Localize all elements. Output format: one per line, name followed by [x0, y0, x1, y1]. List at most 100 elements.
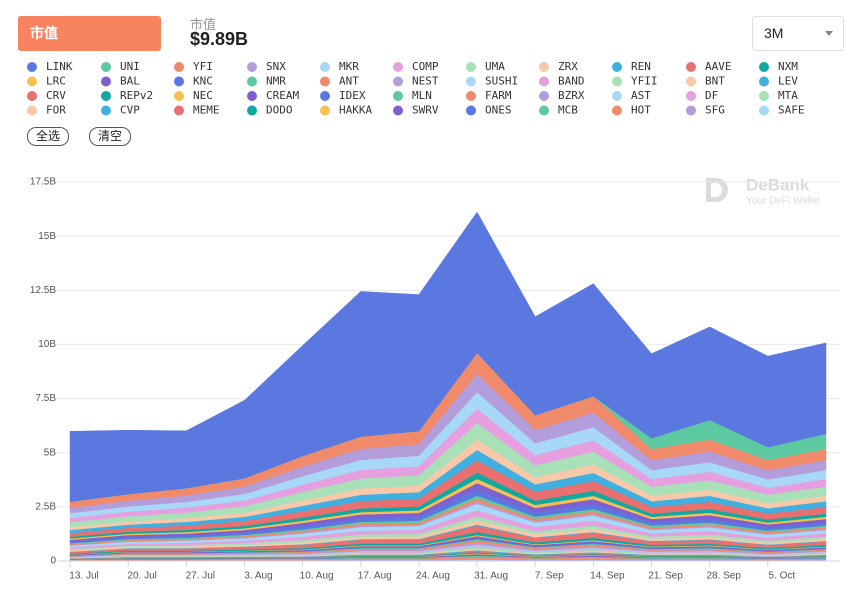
legend-item[interactable]: DODO	[247, 104, 293, 117]
area	[69, 478, 827, 541]
legend-item[interactable]: LINK	[27, 60, 73, 73]
legend-item[interactable]: ZRX	[539, 60, 578, 73]
legend-label: SNX	[266, 60, 286, 73]
legend-item[interactable]: MKR	[320, 60, 359, 73]
area	[69, 524, 827, 553]
legend-item[interactable]: DF	[686, 89, 718, 102]
area	[69, 559, 827, 562]
select-all-button[interactable]: 全选	[27, 127, 70, 146]
legend-label: HAKKA	[339, 104, 372, 117]
x-tick-label: 21. Sep	[648, 571, 683, 582]
range-select[interactable]: 3M	[752, 16, 844, 51]
legend-swatch	[247, 91, 257, 101]
metric-label: 市值	[190, 17, 217, 32]
legend-item[interactable]: REPv2	[101, 89, 153, 102]
area	[69, 408, 827, 523]
y-tick-label: 17.5B	[30, 177, 56, 188]
legend-item[interactable]: MEME	[174, 104, 220, 117]
legend-item[interactable]: YFI	[174, 60, 213, 73]
legend-swatch	[393, 76, 403, 87]
legend-item[interactable]: KNC	[174, 75, 213, 88]
y-tick-label: 5B	[44, 447, 57, 458]
legend-swatch	[320, 105, 330, 116]
legend-swatch	[539, 76, 549, 87]
legend-item[interactable]: AAVE	[686, 60, 732, 73]
metric-value: $9.89B	[190, 29, 249, 49]
x-tick-label: 17. Aug	[358, 571, 392, 582]
legend-item[interactable]: LEV	[759, 75, 798, 88]
area	[69, 534, 827, 555]
legend-swatch	[393, 91, 403, 101]
x-tick-label: 27. Jul	[186, 571, 215, 582]
legend-item[interactable]: NEST	[393, 75, 439, 88]
legend-label: NEST	[412, 75, 439, 88]
area	[69, 558, 827, 562]
legend-item[interactable]: AST	[612, 89, 651, 102]
x-tick-label: 3. Aug	[244, 571, 272, 582]
legend-label: BZRX	[558, 89, 585, 102]
x-tick-label: 5. Oct	[769, 571, 796, 582]
legend-item[interactable]: NEC	[174, 89, 213, 102]
legend-item[interactable]: UNI	[101, 60, 140, 73]
legend-item[interactable]: FARM	[466, 89, 512, 102]
legend-item[interactable]: CREAM	[247, 89, 299, 102]
legend-item[interactable]: NMR	[247, 75, 286, 88]
legend-label: ZRX	[558, 60, 578, 73]
legend-label: MCB	[558, 104, 578, 117]
range-value: 3M	[764, 25, 784, 41]
legend-item[interactable]: IDEX	[320, 89, 366, 102]
legend-item[interactable]: MLN	[393, 89, 432, 102]
metric-tab[interactable]: 市值	[18, 16, 161, 51]
legend-item[interactable]: ONES	[466, 104, 512, 117]
area	[69, 498, 827, 546]
legend-swatch	[466, 105, 476, 116]
area	[69, 211, 827, 502]
legend-item[interactable]: SWRV	[393, 104, 439, 117]
legend-swatch	[686, 62, 696, 72]
clear-button[interactable]: 清空	[89, 127, 132, 146]
legend-swatch	[27, 105, 37, 116]
legend-item[interactable]: LRC	[27, 75, 66, 88]
legend-item[interactable]: SFG	[686, 104, 725, 117]
legend-item[interactable]: YFII	[612, 75, 658, 88]
legend-item[interactable]: ANT	[320, 75, 359, 88]
legend-item[interactable]: FOR	[27, 104, 66, 117]
legend-item[interactable]: NXM	[759, 60, 798, 73]
legend-item[interactable]: SUSHI	[466, 75, 518, 88]
legend-swatch	[612, 76, 622, 87]
legend-label: MKR	[339, 60, 359, 73]
legend-item[interactable]: REN	[612, 60, 651, 73]
area	[69, 545, 827, 558]
legend-item[interactable]: UMA	[466, 60, 505, 73]
legend-label: KNC	[193, 75, 213, 88]
legend-item[interactable]: HAKKA	[320, 104, 372, 117]
legend-swatch	[247, 105, 257, 116]
y-tick-label: 15B	[38, 231, 56, 242]
legend-item[interactable]: BAND	[539, 75, 585, 88]
legend-label: SAFE	[778, 104, 805, 117]
x-tick-label: 13. Jul	[69, 571, 98, 582]
caret	[825, 31, 833, 36]
legend-item[interactable]: BNT	[686, 75, 725, 88]
legend-item[interactable]: HOT	[612, 104, 651, 117]
legend-item[interactable]: CRV	[27, 89, 66, 102]
legend-item[interactable]: MCB	[539, 104, 578, 117]
legend-label: AAVE	[705, 60, 732, 73]
legend-item[interactable]: BZRX	[539, 89, 585, 102]
legend-item[interactable]: SNX	[247, 60, 286, 73]
area	[69, 538, 827, 556]
legend-label: HOT	[631, 104, 651, 117]
legend-swatch	[466, 62, 476, 72]
legend-item[interactable]: CVP	[101, 104, 140, 117]
legend-item[interactable]: COMP	[393, 60, 439, 73]
area	[69, 544, 827, 558]
area	[69, 391, 827, 519]
area	[69, 555, 827, 561]
legend-item[interactable]: BAL	[101, 75, 140, 88]
legend-label: CVP	[120, 104, 140, 117]
legend-label: LRC	[46, 75, 66, 88]
legend-swatch	[539, 91, 549, 101]
legend-item[interactable]: SAFE	[759, 104, 805, 117]
legend-item[interactable]: MTA	[759, 89, 798, 102]
area	[69, 460, 827, 537]
